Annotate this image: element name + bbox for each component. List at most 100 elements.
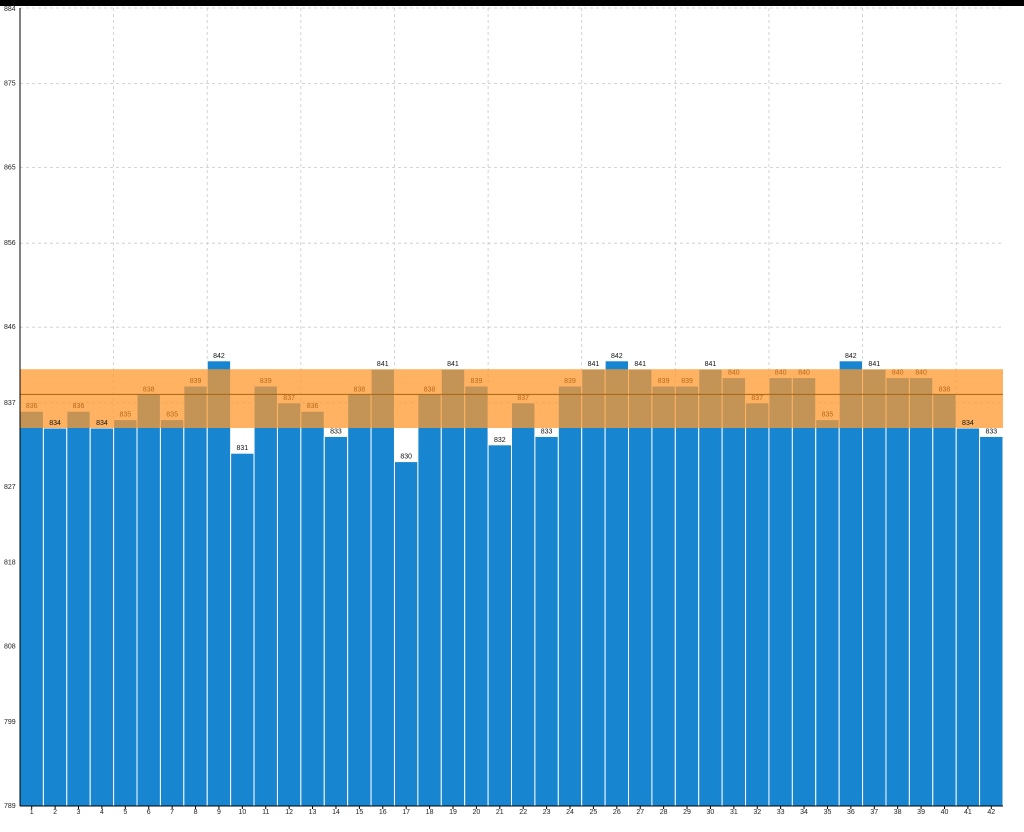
bar [230, 452, 255, 807]
x-tick-label: 29 [683, 809, 691, 816]
x-tick-label: 40 [941, 809, 949, 816]
bar [651, 385, 676, 807]
data-label: 839 [658, 378, 670, 385]
x-tick-label: 9 [217, 809, 221, 816]
y-tick-label: 865 [4, 165, 16, 172]
data-label: 839 [190, 378, 202, 385]
bar [979, 435, 1004, 807]
bar [955, 427, 981, 807]
x-tick-label: 16 [379, 809, 387, 816]
x-tick-label: 12 [285, 809, 293, 816]
data-label: 836 [73, 403, 85, 410]
x-tick-label: 2 [53, 809, 57, 816]
bar [511, 402, 536, 807]
bar [885, 377, 910, 807]
data-label: 839 [260, 378, 272, 385]
x-tick-label: 39 [917, 809, 925, 816]
x-tick-label: 19 [449, 809, 457, 816]
bar [440, 368, 466, 807]
data-label: 837 [751, 395, 763, 402]
x-tick-label: 41 [964, 809, 972, 816]
x-tick-label: 11 [262, 809, 269, 816]
bar [557, 385, 583, 807]
x-tick-label: 20 [472, 809, 480, 816]
data-label: 834 [49, 420, 61, 427]
bar [300, 410, 325, 807]
bar [417, 393, 442, 807]
bar [89, 427, 115, 807]
x-tick-label: 6 [147, 809, 151, 816]
data-label: 838 [143, 386, 155, 393]
x-tick-label: 42 [987, 809, 995, 816]
data-label: 837 [283, 395, 295, 402]
data-label: 839 [564, 378, 576, 385]
x-tick-label: 5 [123, 809, 127, 816]
bar [768, 377, 793, 807]
x-tick-label: 27 [636, 809, 644, 816]
bar [487, 444, 513, 807]
bar [159, 419, 185, 807]
bar [370, 368, 395, 807]
bar [464, 385, 489, 807]
x-tick-label: 24 [566, 809, 574, 816]
data-label: 841 [868, 361, 880, 368]
bar [347, 393, 372, 807]
data-label: 836 [307, 403, 319, 410]
x-tick-label: 13 [309, 809, 317, 816]
y-tick-label: 808 [4, 643, 16, 650]
x-tick-label: 38 [894, 809, 902, 816]
bar [815, 419, 840, 807]
y-tick-label: 827 [4, 484, 16, 491]
bar [19, 410, 44, 807]
data-label: 835 [119, 412, 131, 419]
y-tick-label: 884 [4, 6, 16, 13]
y-tick-label: 846 [4, 324, 16, 331]
x-tick-label: 10 [238, 809, 246, 816]
x-tick-label: 8 [194, 809, 198, 816]
data-label: 841 [588, 361, 600, 368]
bar [253, 385, 278, 807]
data-label: 835 [166, 412, 178, 419]
data-label: 840 [915, 370, 927, 377]
data-label: 840 [775, 370, 787, 377]
data-label: 842 [845, 353, 857, 360]
y-tick-label: 856 [4, 240, 16, 247]
bar [276, 402, 302, 807]
bars [19, 360, 1004, 807]
data-label: 840 [728, 370, 740, 377]
y-tick-label: 799 [4, 719, 16, 726]
data-label: 833 [330, 428, 342, 435]
x-tick-label: 33 [777, 809, 785, 816]
bar [393, 461, 419, 807]
x-tick-label: 36 [847, 809, 855, 816]
x-tick-label: 23 [543, 809, 551, 816]
x-tick-label: 32 [753, 809, 761, 816]
bar [908, 377, 934, 807]
data-label: 831 [237, 445, 249, 452]
x-tick-label: 22 [519, 809, 527, 816]
data-label: 833 [541, 428, 553, 435]
data-label: 839 [681, 378, 693, 385]
data-label: 841 [705, 361, 717, 368]
data-label: 834 [962, 420, 974, 427]
data-label: 841 [634, 361, 646, 368]
x-tick-label: 1 [30, 809, 34, 816]
bar [721, 377, 747, 807]
x-tick-label: 7 [170, 809, 174, 816]
y-tick-label: 789 [4, 803, 16, 810]
x-tick-label: 35 [824, 809, 832, 816]
data-label: 838 [939, 386, 951, 393]
x-tick-label: 18 [426, 809, 434, 816]
x-tick-label: 28 [660, 809, 668, 816]
x-tick-label: 15 [355, 809, 363, 816]
data-label: 833 [985, 428, 997, 435]
y-tick-label: 818 [4, 559, 16, 566]
data-label: 835 [822, 412, 834, 419]
y-tick-label: 875 [4, 81, 16, 88]
bar [534, 435, 559, 807]
data-label: 837 [517, 395, 529, 402]
data-labels: 836 834 836 834 835 838 835 839 842 831 839 837 836 8… [26, 353, 997, 461]
x-tick-label: 4 [100, 809, 104, 816]
data-label: 839 [471, 378, 483, 385]
